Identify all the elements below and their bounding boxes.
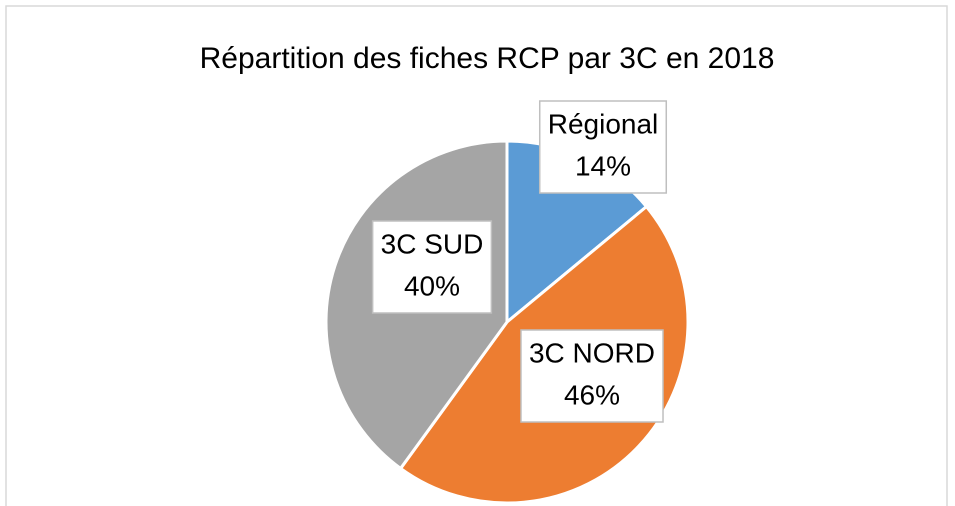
data-label-category: 3C SUD bbox=[381, 228, 484, 259]
data-label-box bbox=[371, 220, 493, 314]
data-label-category: 3C NORD bbox=[529, 337, 655, 368]
data-label-box bbox=[520, 329, 664, 423]
slices bbox=[324, 139, 690, 505]
data-label-category: Régional bbox=[548, 108, 659, 139]
data-label: Régional 14% bbox=[538, 100, 668, 194]
data-label-value: 46% bbox=[564, 379, 620, 410]
data-label-box bbox=[538, 100, 668, 194]
chart-title: Répartition des fiches RCP par 3C en 201… bbox=[200, 42, 775, 75]
data-label-value: 14% bbox=[575, 150, 631, 181]
data-label-value: 40% bbox=[404, 270, 460, 301]
data-label: 3C SUD 40% bbox=[371, 220, 493, 314]
data-label: 3C NORD 46% bbox=[520, 329, 664, 423]
